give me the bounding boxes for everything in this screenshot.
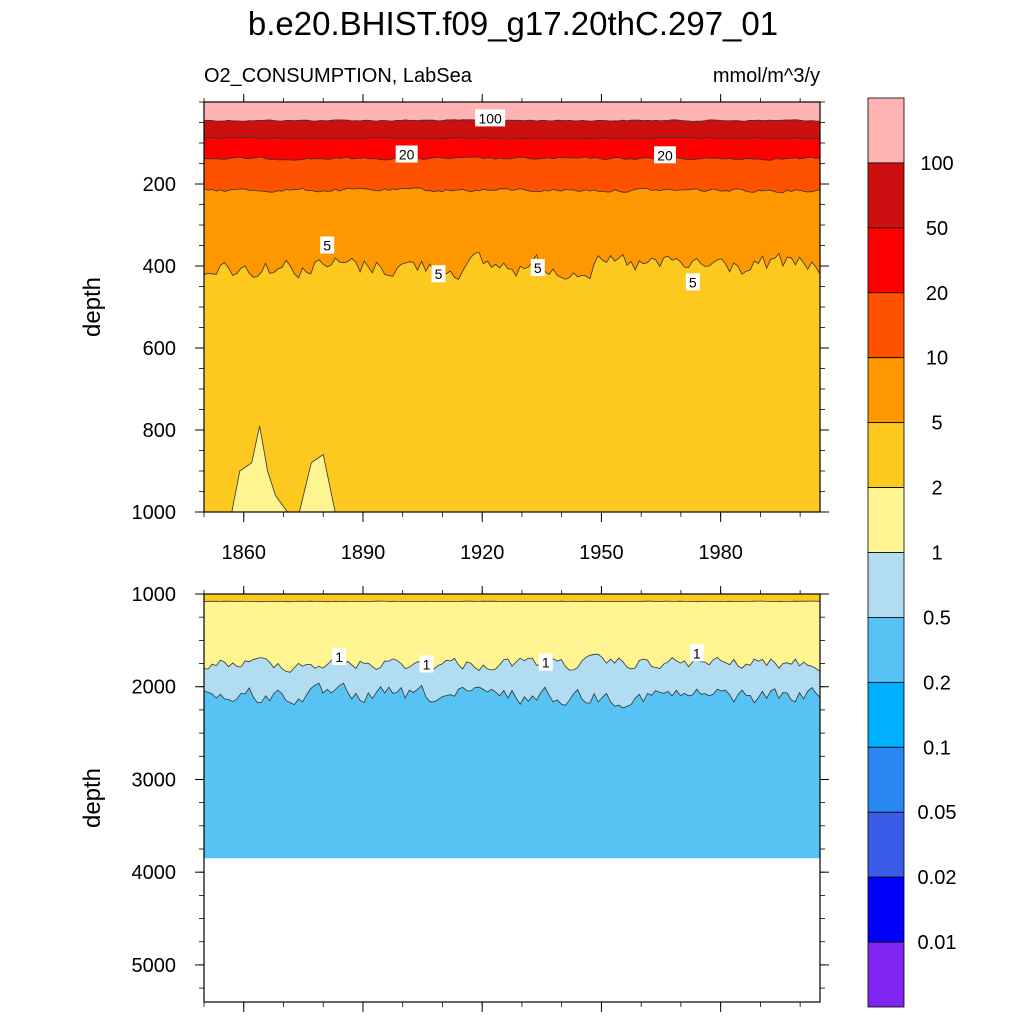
contour-line — [204, 600, 820, 603]
colorbar-swatch — [867, 811, 905, 878]
chart-title: b.e20.BHIST.f09_g17.20thC.297_01 — [248, 5, 778, 42]
contour-level-50 — [204, 119, 820, 139]
colorbar-swatch — [867, 552, 905, 618]
lower-panel: 1000 2000 3000 4000 5000 depth 1 1 1 1 — [79, 584, 829, 1012]
contour-line — [204, 653, 820, 673]
contour-label-box — [685, 273, 700, 291]
colorbar: 100 50 20 10 5 2 1 0.5 0.2 0.1 0.05 0.02 0.01 — [867, 97, 957, 1008]
contour-line — [204, 136, 820, 140]
y-tick-label: 1000 — [132, 584, 177, 606]
contour-label: 5 — [689, 274, 697, 290]
contour-label-box — [530, 259, 545, 277]
colorbar-swatch — [867, 227, 905, 294]
colorbar-label: 0.05 — [918, 802, 957, 824]
contour-level-5 — [204, 187, 820, 280]
contour-label-box — [538, 653, 553, 671]
contour-label: 5 — [534, 260, 542, 276]
colorbar-label: 0.1 — [923, 737, 951, 759]
contour-label-box — [431, 265, 446, 283]
contour-label: 1 — [335, 649, 343, 665]
colorbar-label: 2 — [931, 478, 942, 500]
colorbar-label: 0.2 — [923, 672, 951, 694]
y-axis-label: depth — [79, 277, 106, 337]
y-tick-label: 2000 — [132, 677, 177, 699]
contour-level-2 — [204, 252, 820, 512]
variable-subtitle: O2_CONSUMPTION, LabSea — [204, 65, 473, 87]
contour-label-box — [332, 648, 347, 666]
contour-label: 1 — [542, 655, 550, 671]
colorbar-swatch — [867, 422, 905, 488]
low-consumption-patch — [298, 453, 336, 512]
y-tick-label: 4000 — [132, 862, 177, 884]
contour-label-box — [689, 644, 704, 662]
contour-label: 100 — [478, 110, 502, 126]
contour-label-box — [320, 236, 335, 254]
contour-label: 20 — [399, 146, 415, 162]
y-tick-label: 3000 — [132, 769, 177, 791]
contour-label-box — [419, 655, 434, 673]
y-axis-label: depth — [79, 768, 106, 828]
units-subtitle: mmol/m^3/y — [713, 65, 820, 87]
colorbar-label: 10 — [926, 348, 948, 370]
colorbar-swatch — [867, 681, 905, 748]
contour-label: 20 — [657, 147, 673, 163]
contour-line — [204, 251, 820, 280]
colorbar-label: 1 — [931, 543, 942, 565]
contour-fills — [204, 102, 820, 512]
contour-level-10 — [204, 157, 820, 193]
contour-label: 5 — [435, 266, 443, 282]
colorbar-label: 20 — [926, 283, 948, 305]
contour-label-box — [475, 109, 506, 127]
y-tick-label: 400 — [143, 256, 176, 278]
y-tick-label: 800 — [143, 420, 176, 442]
upper-panel: 200 400 600 800 1000 depth 1860 1890 1920 1950 198… — [79, 94, 829, 564]
contour-line — [204, 119, 820, 122]
y-tick-label: 5000 — [132, 955, 177, 977]
x-tick-label: 1980 — [698, 542, 743, 564]
colorbar-swatch — [867, 487, 905, 553]
contour-line — [204, 187, 820, 194]
colorbar-swatch — [867, 876, 905, 943]
contour-level-2 — [204, 594, 820, 602]
contour-level-100 — [204, 102, 820, 122]
colorbar-swatch — [867, 357, 905, 424]
colorbar-swatch — [867, 746, 905, 813]
colorbar-swatch — [867, 941, 905, 1008]
y-tick-label: 200 — [143, 174, 176, 196]
contour-level-1 — [204, 601, 820, 673]
x-tick-label: 1950 — [579, 542, 624, 564]
colorbar-swatch — [867, 97, 905, 164]
contour-fills — [204, 594, 820, 859]
colorbar-label: 0.02 — [918, 867, 957, 889]
x-tick-label: 1860 — [221, 542, 266, 564]
contour-label: 1 — [693, 645, 701, 661]
y-tick-label: 1000 — [132, 502, 177, 524]
colorbar-swatch — [867, 162, 905, 229]
contour-label: 5 — [323, 238, 331, 254]
colorbar-swatch — [867, 617, 905, 683]
colorbar-swatch — [867, 292, 905, 359]
contour-level-20 — [204, 137, 820, 161]
contour-label-box — [395, 145, 418, 163]
contour-level-0_2 — [204, 683, 820, 859]
x-tick-label: 1890 — [341, 542, 386, 564]
contour-label-box — [654, 146, 677, 164]
colorbar-label: 5 — [931, 413, 942, 435]
colorbar-label: 0.5 — [923, 607, 951, 629]
contour-line — [204, 682, 820, 709]
contour-label: 1 — [423, 656, 431, 672]
colorbar-label: 100 — [920, 153, 953, 175]
x-tick-label: 1920 — [460, 542, 505, 564]
contour-line — [204, 156, 820, 161]
colorbar-label: 50 — [926, 218, 948, 240]
colorbar-label: 0.01 — [918, 932, 957, 954]
contour-level-0_5 — [204, 654, 820, 708]
plot-frame — [203, 593, 821, 1003]
low-consumption-patch — [231, 425, 288, 512]
y-tick-label: 600 — [143, 338, 176, 360]
